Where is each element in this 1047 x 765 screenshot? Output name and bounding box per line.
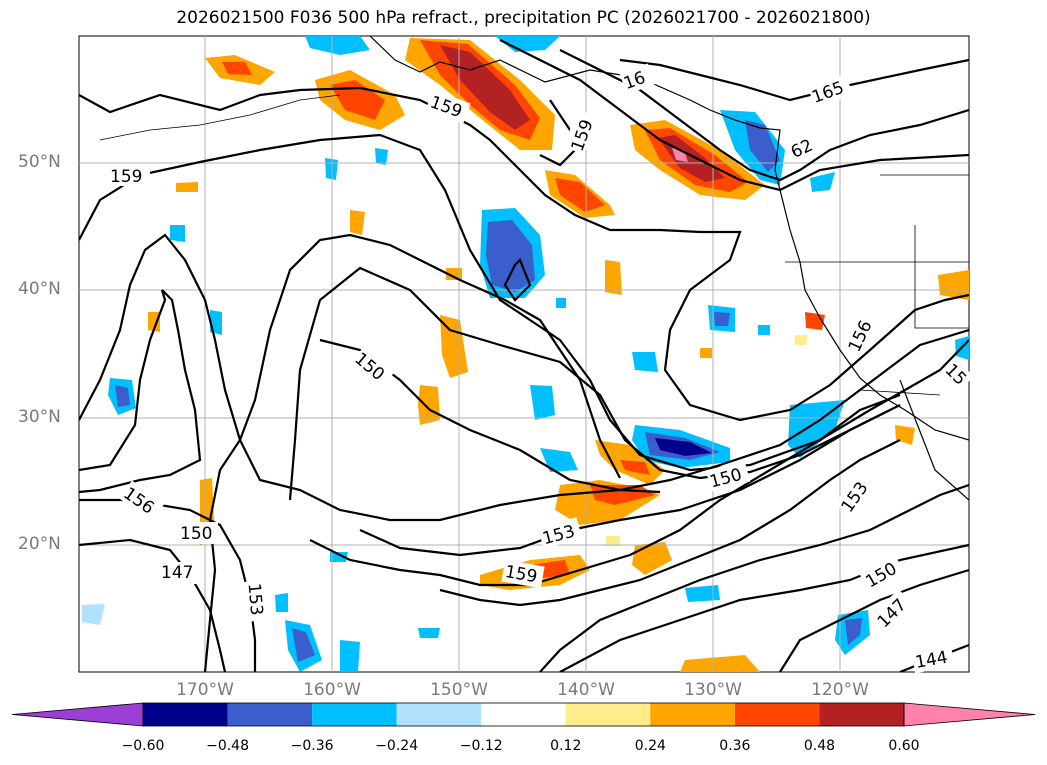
colorbar-extend-low (11, 702, 144, 727)
map-title: 2026021500 F036 500 hPa refract., precip… (176, 8, 871, 28)
contour-label: 159 (110, 167, 142, 187)
positive-anomaly-areas (148, 38, 969, 672)
colorbar-swatch (396, 703, 482, 726)
colorbar-swatch (650, 703, 735, 726)
colorbar-tick-label: 0.60 (888, 738, 920, 754)
lat-label-40n: 40°N (18, 279, 61, 299)
lat-label-50n: 50°N (18, 152, 61, 172)
colorbar-swatch (143, 703, 228, 726)
colorbar-swatch (565, 703, 651, 726)
colorbar-tick-label: −0.12 (459, 738, 503, 754)
colorbar-swatch (819, 703, 904, 726)
colorbar-frame (142, 702, 905, 727)
contour-label: 153 (243, 582, 266, 616)
lon-label-140w: 140°W (557, 680, 615, 700)
colorbar-tick-label: 0.48 (803, 738, 836, 754)
contour-label: 150 (180, 524, 212, 544)
colorbar-tick-label: 0.24 (634, 738, 666, 754)
colorbar-tick-label: −0.36 (290, 738, 334, 754)
colorbar-swatch (734, 703, 820, 726)
colorbar-tick-label: 0.12 (550, 738, 582, 754)
lon-label-170w: 170°W (176, 680, 234, 700)
colorbar-tick-label: −0.48 (206, 738, 249, 754)
colorbar (11, 702, 1036, 727)
colorbar-tick-label: −0.24 (375, 738, 419, 754)
lat-label-20n: 20°N (18, 534, 61, 554)
colorbar-tick-label: 0.36 (719, 738, 751, 754)
colorbar-tick-label: −0.60 (121, 738, 165, 754)
colorbar-swatch (312, 703, 397, 726)
colorbar-swatch (227, 703, 313, 726)
lon-label-130w: 130°W (684, 680, 742, 700)
negative-anomaly-areas (82, 36, 969, 672)
contour-label: 147 (161, 563, 193, 583)
lat-label-30n: 30°N (18, 407, 61, 427)
lon-label-120w: 120°W (811, 680, 869, 700)
lon-label-160w: 160°W (303, 680, 361, 700)
colorbar-swatch (481, 703, 566, 726)
lon-label-150w: 150°W (430, 680, 488, 700)
colorbar-extend-high (903, 702, 1036, 727)
coastlines (99, 36, 969, 501)
